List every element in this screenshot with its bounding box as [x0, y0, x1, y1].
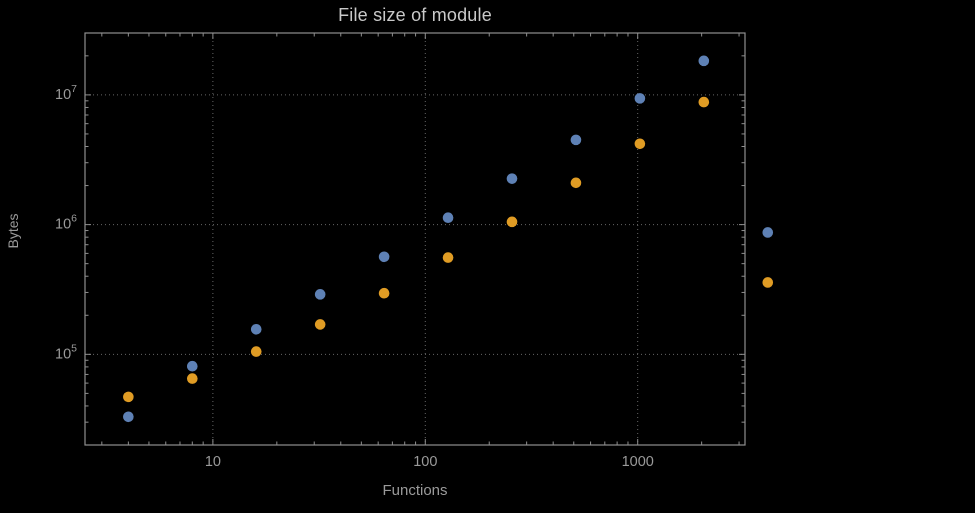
data-point-blue-series [250, 323, 262, 335]
y-axis-label: Bytes [5, 213, 21, 249]
y-tick-label: 106 [55, 213, 77, 233]
x-tick-label: 10 [205, 454, 221, 470]
x-axis-label: Functions [382, 482, 448, 499]
data-point-orange-series [570, 177, 582, 189]
x-tick-label: 1000 [622, 454, 654, 470]
data-point-orange-series [442, 252, 454, 263]
data-point-orange-series [250, 346, 262, 357]
data-point-blue-series [378, 251, 390, 263]
data-point-blue-series [762, 227, 774, 238]
data-point-orange-series [378, 287, 390, 299]
data-point-blue-series [123, 411, 134, 423]
data-point-blue-series [570, 134, 582, 146]
chart-title: File size of module [338, 5, 492, 25]
data-point-blue-series [506, 173, 518, 184]
data-point-orange-series [123, 391, 134, 403]
data-point-orange-series [506, 216, 518, 228]
data-point-blue-series [186, 360, 198, 372]
data-point-blue-series [698, 55, 710, 67]
data-point-orange-series [698, 96, 710, 108]
data-point-orange-series [186, 373, 198, 384]
data-point-blue-series [634, 93, 646, 104]
data-point-orange-series [634, 138, 646, 150]
data-point-blue-series [314, 289, 326, 300]
data-point-orange-series [762, 277, 774, 288]
x-tick-label: 100 [413, 454, 437, 470]
y-tick-label: 107 [55, 83, 77, 103]
y-tick-label: 105 [55, 342, 77, 362]
data-point-orange-series [314, 319, 326, 330]
plot-frame [84, 32, 746, 446]
data-point-blue-series [442, 212, 454, 224]
